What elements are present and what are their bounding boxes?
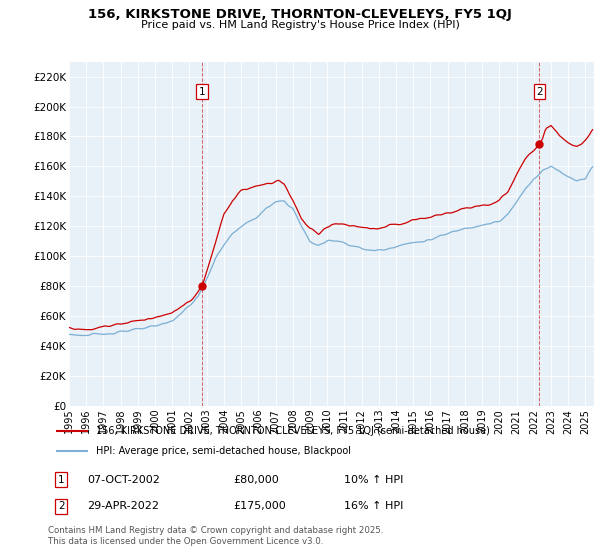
Text: 1: 1	[58, 475, 65, 485]
Text: 156, KIRKSTONE DRIVE, THORNTON-CLEVELEYS, FY5 1QJ: 156, KIRKSTONE DRIVE, THORNTON-CLEVELEYS…	[88, 8, 512, 21]
Text: HPI: Average price, semi-detached house, Blackpool: HPI: Average price, semi-detached house,…	[95, 446, 350, 456]
Text: £175,000: £175,000	[233, 501, 286, 511]
Text: 16% ↑ HPI: 16% ↑ HPI	[344, 501, 403, 511]
Text: 156, KIRKSTONE DRIVE, THORNTON-CLEVELEYS, FY5 1QJ (semi-detached house): 156, KIRKSTONE DRIVE, THORNTON-CLEVELEYS…	[95, 426, 490, 436]
Text: Contains HM Land Registry data © Crown copyright and database right 2025.
This d: Contains HM Land Registry data © Crown c…	[48, 526, 383, 546]
Text: 2: 2	[58, 501, 65, 511]
Text: 1: 1	[199, 87, 206, 96]
Text: 2: 2	[536, 87, 543, 96]
Text: 29-APR-2022: 29-APR-2022	[88, 501, 160, 511]
Text: £80,000: £80,000	[233, 475, 278, 485]
Text: 07-OCT-2002: 07-OCT-2002	[88, 475, 160, 485]
Text: Price paid vs. HM Land Registry's House Price Index (HPI): Price paid vs. HM Land Registry's House …	[140, 20, 460, 30]
Text: 10% ↑ HPI: 10% ↑ HPI	[344, 475, 403, 485]
